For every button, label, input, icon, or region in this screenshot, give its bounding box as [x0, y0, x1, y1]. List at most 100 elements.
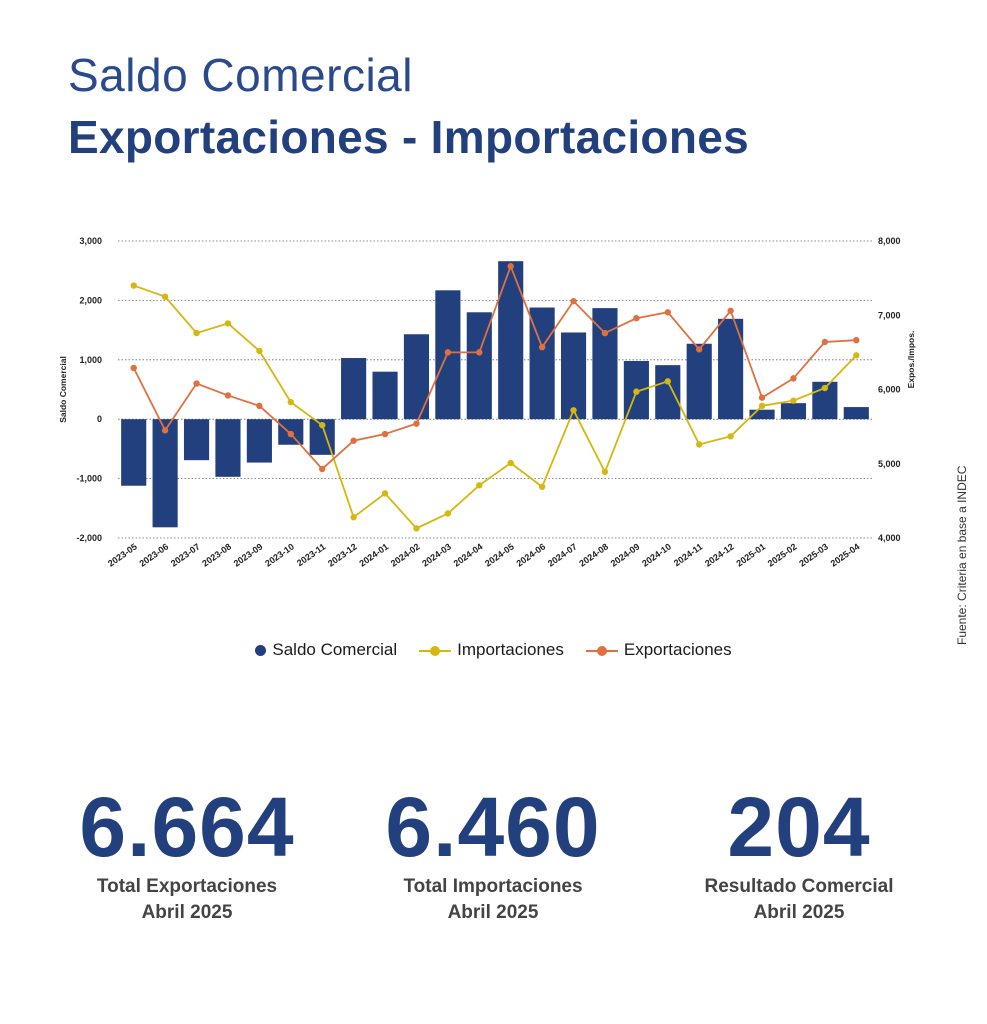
bar-saldo: [780, 403, 807, 420]
bar-saldo: [560, 332, 587, 420]
trade-balance-chart: -2,000 -1,000 0 1,000 2,000 3,000 4,000 5,000 6,…: [58, 236, 916, 569]
bar-saldo: [403, 334, 430, 420]
legend-importaciones-marker: [419, 645, 452, 656]
y-tick-label: 1,000: [79, 355, 102, 365]
legend-item-importaciones: Importaciones: [419, 640, 564, 660]
kpi-resultado-sublabel: Abril 2025: [753, 902, 845, 923]
page-title-light: Saldo Comercial: [68, 49, 413, 101]
point-importaciones: [821, 384, 829, 392]
legend-exportaciones-marker: [585, 645, 618, 656]
x-tick-label: 2024-03: [420, 541, 453, 568]
point-exportaciones: [507, 263, 514, 270]
point-exportaciones: [444, 349, 452, 356]
point-exportaciones: [853, 336, 860, 344]
bar-saldo: [152, 419, 178, 528]
point-exportaciones: [413, 420, 420, 427]
x-tick-label: 2025-01: [734, 541, 767, 568]
bar-saldo: [655, 365, 681, 420]
point-exportaciones: [538, 343, 546, 351]
point-importaciones: [381, 490, 389, 497]
y-tick-label: -2,000: [76, 533, 102, 543]
point-importaciones: [727, 433, 734, 440]
point-exportaciones: [821, 338, 829, 346]
x-tick-label: 2024-10: [640, 541, 673, 568]
bar-saldo: [843, 407, 869, 420]
point-exportaciones: [727, 307, 734, 314]
point-exportaciones: [664, 309, 671, 316]
y-tick-label: -1,000: [76, 474, 102, 484]
legend-importaciones-label: Importaciones: [457, 640, 564, 659]
point-exportaciones: [696, 346, 703, 353]
x-tick-label: 2023-09: [232, 541, 265, 568]
legend-item-saldo: Saldo Comercial: [255, 640, 397, 660]
x-tick-label: 2024-12: [703, 541, 736, 568]
point-importaciones: [256, 347, 263, 355]
point-importaciones: [853, 352, 860, 359]
bar-saldo: [215, 419, 241, 477]
y2-tick-label: 4,000: [878, 533, 901, 543]
x-tick-label: 2025-03: [797, 541, 830, 568]
x-tick-label: 2024-11: [672, 541, 704, 568]
y-tick-label: 3,000: [79, 236, 102, 246]
x-tick-label: 2023-08: [200, 541, 233, 568]
x-tick-label: 2023-07: [169, 541, 202, 568]
point-importaciones: [319, 421, 326, 429]
y-tick-label: 0: [97, 414, 102, 424]
point-importaciones: [633, 388, 640, 395]
point-importaciones: [790, 397, 797, 404]
point-exportaciones: [319, 465, 326, 473]
source-note: Fuente: Criteria en base a INDEC: [955, 465, 969, 645]
point-importaciones: [224, 320, 232, 327]
point-exportaciones: [350, 437, 357, 444]
point-importaciones: [696, 441, 703, 448]
x-tick-label: 2025-02: [766, 541, 799, 568]
legend-item-exportaciones: Exportaciones: [585, 640, 732, 660]
point-exportaciones: [256, 402, 263, 410]
point-exportaciones: [193, 380, 200, 387]
point-importaciones: [476, 482, 483, 489]
point-importaciones: [413, 525, 420, 532]
point-importaciones: [538, 483, 546, 490]
x-tick-label: 2024-01: [357, 541, 390, 568]
point-importaciones: [601, 468, 609, 476]
y-axis-label: Saldo Comercial: [58, 356, 68, 423]
x-tick-label: 2024-02: [389, 541, 422, 568]
kpi-importaciones-value: 6.460: [385, 780, 601, 874]
legend-saldo-marker: [255, 644, 267, 656]
kpi-exportaciones-label: Total Exportaciones: [96, 876, 278, 897]
kpi-resultado-value: 204: [727, 780, 871, 874]
point-exportaciones: [790, 375, 797, 382]
bar-saldo: [686, 343, 712, 420]
x-tick-label: 2025-04: [829, 541, 862, 568]
page-title-bold: Exportaciones - Importaciones: [68, 111, 749, 163]
bar-saldo: [372, 371, 398, 420]
kpi-exportaciones-sublabel: Abril 2025: [141, 902, 233, 923]
bar-saldo: [498, 261, 524, 420]
y2-tick-label: 8,000: [878, 236, 901, 246]
point-importaciones: [570, 407, 577, 414]
kpi-exportaciones-value: 6.664: [79, 780, 295, 874]
point-importaciones: [287, 398, 294, 406]
line-importaciones: [133, 284, 857, 530]
kpi-importaciones: 6.460 Total Importaciones Abril 2025: [348, 782, 638, 924]
legend-exportaciones-label: Exportaciones: [623, 640, 732, 659]
x-tick-label: 2024-08: [577, 541, 610, 568]
chart-legend: Saldo Comercial Importaciones Exportacio…: [0, 640, 987, 660]
x-tick-label: 2023-05: [106, 541, 139, 568]
y2-axis-label: Expos./Impos.: [906, 331, 916, 389]
point-exportaciones: [161, 427, 169, 434]
point-importaciones: [130, 282, 137, 289]
x-tick-label: 2023-12: [326, 541, 359, 568]
point-exportaciones: [633, 315, 640, 322]
bar-saldo: [121, 419, 147, 486]
x-tick-label: 2024-04: [452, 541, 485, 568]
x-tick-label: 2023-10: [263, 541, 296, 568]
point-exportaciones: [476, 349, 483, 356]
x-tick-label: 2023-11: [295, 541, 327, 568]
point-importaciones: [444, 510, 452, 517]
point-exportaciones: [601, 329, 609, 337]
y2-tick-label: 5,000: [878, 459, 901, 469]
line-exportaciones: [132, 263, 857, 471]
x-tick-label: 2024-05: [483, 541, 516, 568]
kpi-importaciones-sublabel: Abril 2025: [447, 902, 539, 923]
